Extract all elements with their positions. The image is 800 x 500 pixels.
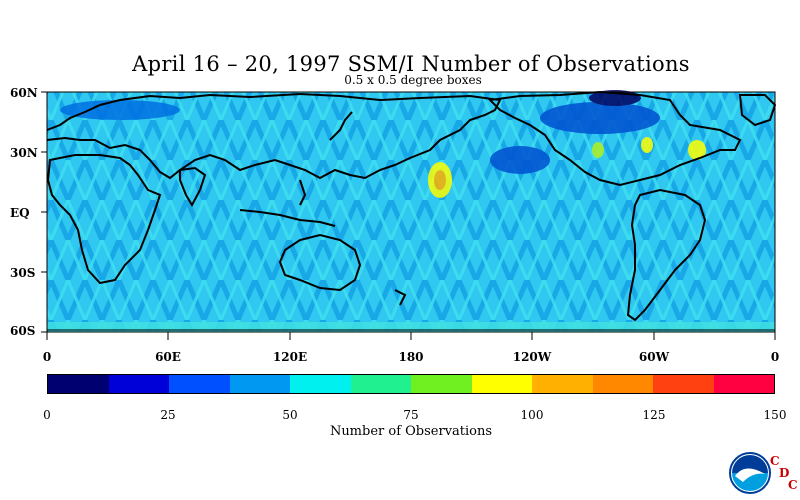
indonesia-outline xyxy=(239,209,336,227)
cdc-letter-d: D xyxy=(779,466,790,480)
colorbar-swatch-5 xyxy=(350,375,411,393)
high-obs-band xyxy=(47,322,775,332)
philippines-outline xyxy=(299,179,307,206)
japan-outline xyxy=(329,111,353,141)
lat-label-30n: 30N xyxy=(10,146,38,160)
lat-label-eq: EQ xyxy=(10,206,30,220)
colorbar-swatch-8 xyxy=(532,375,593,393)
colorbar-tick-75: 75 xyxy=(403,408,419,422)
high-obs-patch xyxy=(688,140,706,160)
lat-label-60n: 60N xyxy=(10,86,38,100)
continent-outlines xyxy=(46,90,777,331)
colorbar-title: Number of Observations xyxy=(329,424,493,439)
cdc-letter-c2: C xyxy=(788,478,798,492)
india-outline xyxy=(179,166,207,208)
cdc-letter-c1: C xyxy=(770,454,780,468)
high-obs-patch xyxy=(641,137,653,153)
colorbar-swatch-3 xyxy=(229,375,290,393)
map-title: April 16 – 20, 1997 SSM/I Number of Obse… xyxy=(132,52,690,76)
lon-label-60e: 60E xyxy=(155,350,181,364)
colorbar-tick-0: 0 xyxy=(43,408,51,422)
colorbar-tick-25: 25 xyxy=(160,408,176,422)
colorbar-swatch-11 xyxy=(713,375,774,393)
observation-map xyxy=(41,90,777,340)
lon-label-180: 180 xyxy=(398,350,424,364)
colorbar-swatch-7 xyxy=(471,375,532,393)
lon-label-0-end: 0 xyxy=(770,350,780,364)
lat-label-30s: 30S xyxy=(10,266,36,280)
lon-tick-marks xyxy=(46,332,776,340)
map-frame xyxy=(41,90,777,340)
low-obs-patch xyxy=(540,102,660,134)
colorbar-swatch-2 xyxy=(169,375,230,393)
map-subtitle: 0.5 x 0.5 degree boxes xyxy=(344,73,482,87)
africa-outline xyxy=(46,154,162,285)
new-zealand-outline xyxy=(394,289,407,306)
south-america-outline xyxy=(626,188,707,322)
lat-tick-marks xyxy=(41,91,47,333)
colorbar-tick-125: 125 xyxy=(642,408,666,422)
colorbar-swatch-1 xyxy=(108,375,169,393)
colorbar-swatch-0 xyxy=(48,375,109,393)
high-obs-patch xyxy=(434,170,446,190)
lon-label-120e: 120E xyxy=(272,350,308,364)
high-obs-patch xyxy=(592,142,604,158)
eurasia-outline xyxy=(46,92,502,180)
noaa-logo-icon xyxy=(729,452,771,494)
colorbar-tick-100: 100 xyxy=(520,408,544,422)
colorbar-swatch-10 xyxy=(653,375,714,393)
low-obs-patch xyxy=(60,100,180,120)
colorbar-swatch-4 xyxy=(290,375,351,393)
greenland-outline xyxy=(738,94,777,127)
australia-outline xyxy=(278,233,362,292)
colorbar-tick-50: 50 xyxy=(282,408,298,422)
colorbar xyxy=(47,374,775,394)
colorbar-swatch-6 xyxy=(411,375,472,393)
low-obs-patch xyxy=(490,146,550,174)
lon-label-120w: 120W xyxy=(512,350,552,364)
lon-label-0: 0 xyxy=(42,350,52,364)
north-america-outline xyxy=(487,90,742,187)
lat-label-60s: 60S xyxy=(10,324,36,338)
colorbar-tick-150: 150 xyxy=(763,408,787,422)
colorbar-swatch-9 xyxy=(592,375,653,393)
lon-label-60w: 60W xyxy=(638,350,670,364)
